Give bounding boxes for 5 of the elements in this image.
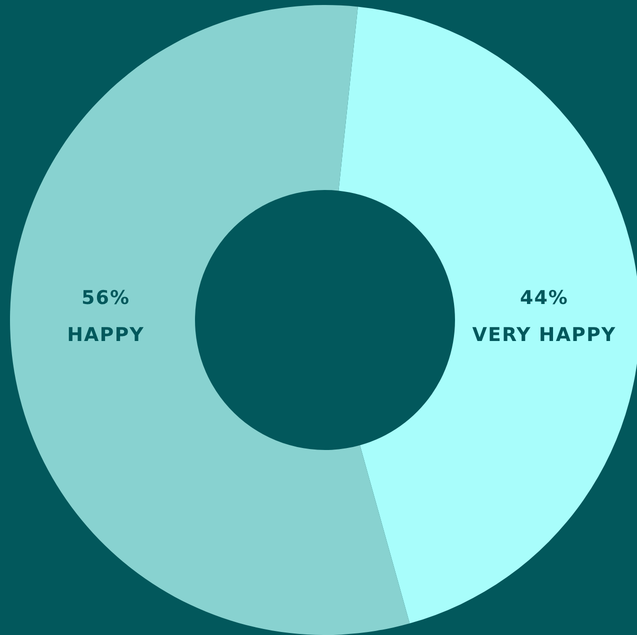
data-label: 56% [82, 287, 130, 309]
slice-label: HAPPY [67, 324, 144, 346]
donut-slice [10, 5, 410, 635]
data-label: 44% [520, 287, 568, 309]
slice-label: VERY HAPPY [472, 324, 616, 346]
